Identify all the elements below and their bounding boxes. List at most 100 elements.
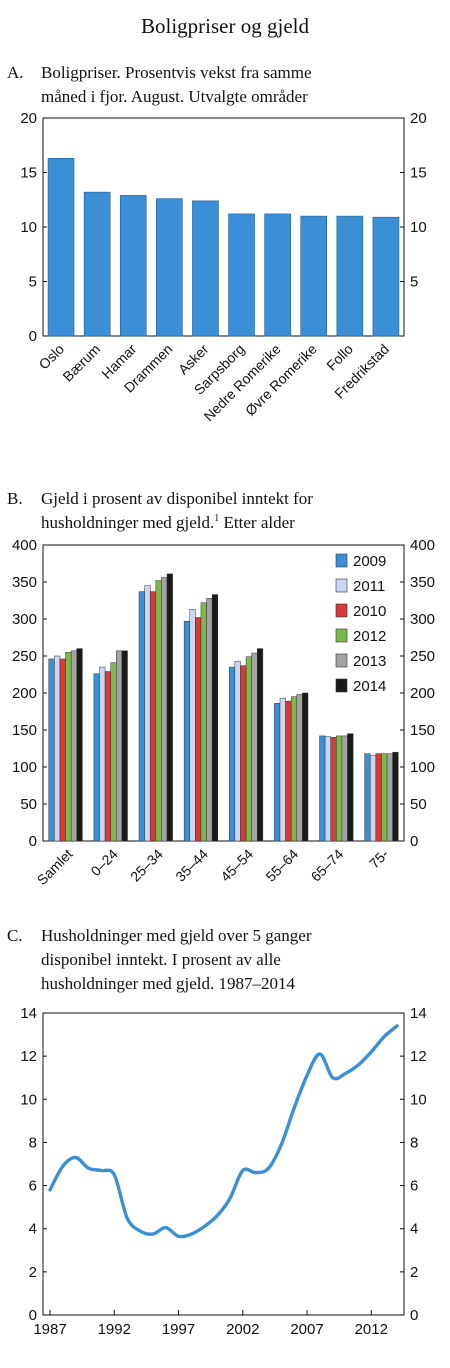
chart-b-legend-swatch xyxy=(335,653,348,668)
chart-b-bar-2012 xyxy=(200,602,207,842)
chart-b-bar-2014 xyxy=(257,648,264,842)
chart-b-bar-2011 xyxy=(369,754,377,842)
chart-b-left-tick-label: 0 xyxy=(29,833,37,850)
chart-a-left-tick-label: 15 xyxy=(20,165,37,182)
chart-b-plot: 0 50 100 150 200 250 300 350 400 0 50 100 150 200 250 3… xyxy=(12,537,435,888)
chart-a-bar xyxy=(47,158,75,337)
chart-b-title-line1: Gjeld i prosent av disponibel inntekt fo… xyxy=(41,489,313,508)
chart-a-bar xyxy=(336,215,364,337)
chart-b-right-tick-label: 400 xyxy=(410,537,435,554)
chart-b-bar-2013 xyxy=(341,735,348,842)
chart-c-x-tick-label: 2012 xyxy=(355,1321,388,1338)
chart-b-bar-2012 xyxy=(290,696,298,842)
chart-c-right-tick-label: 0 xyxy=(410,1307,418,1324)
chart-c-left-tick-label: 4 xyxy=(29,1221,37,1238)
chart-b-bar-2011 xyxy=(189,609,196,842)
chart-b-bar-2009 xyxy=(48,658,55,842)
chart-a-house-prices: A. Boligpriser. Prosentvis vekst fra sam… xyxy=(7,63,427,424)
chart-a-bar xyxy=(119,195,147,337)
chart-b-right-tick-label: 50 xyxy=(410,796,427,813)
chart-b-legend-swatch xyxy=(335,628,348,643)
chart-b-category-label: 55–64 xyxy=(262,846,301,885)
chart-a-right-tick-label: 10 xyxy=(410,219,427,236)
chart-c-letter: C. xyxy=(7,926,23,945)
chart-b-bar-2010 xyxy=(59,658,66,842)
chart-b-bar-2011 xyxy=(279,697,286,842)
chart-c-left-tick-label: 10 xyxy=(20,1091,37,1108)
chart-b-bar-2010 xyxy=(195,617,202,842)
chart-b-bar-2014 xyxy=(302,692,309,842)
chart-c-right-tick-label: 6 xyxy=(410,1178,418,1195)
chart-b-bar-2009 xyxy=(274,703,281,842)
chart-b-footnote-mark: 1 xyxy=(214,513,219,524)
chart-b-bar-2014 xyxy=(211,594,218,842)
chart-a-right-tick-label: 20 xyxy=(410,110,427,127)
chart-c-title-line3: husholdninger med gjeld. 1987–2014 xyxy=(41,974,296,993)
chart-b-category-label: 0–24 xyxy=(87,846,120,879)
chart-b-bar-2009 xyxy=(93,673,100,842)
chart-b-category-label: 35–44 xyxy=(172,846,211,885)
chart-b-bar-2014 xyxy=(166,573,173,842)
chart-b-legend-label: 2014 xyxy=(353,678,386,695)
chart-b-legend-swatch xyxy=(335,553,348,568)
chart-b-category-label: 25–34 xyxy=(127,846,166,885)
chart-b-legend-label: 2013 xyxy=(353,653,386,670)
chart-b-bar-2014 xyxy=(347,733,354,842)
chart-c-x-tick-label: 1987 xyxy=(33,1321,66,1338)
chart-c-title-line2: disponibel inntekt. I prosent av alle xyxy=(41,950,281,969)
chart-b-bar-2011 xyxy=(234,660,241,842)
chart-a-right-tick-label: 15 xyxy=(410,165,427,182)
chart-c-title-line1: Husholdninger med gjeld over 5 ganger xyxy=(41,926,312,945)
chart-b-bar-2012 xyxy=(336,735,343,842)
chart-b-bar-2013 xyxy=(251,652,258,842)
chart-b-category-label: 65–74 xyxy=(308,846,347,885)
chart-b-bar-2012 xyxy=(245,656,252,842)
chart-b-legend-swatch xyxy=(335,603,348,618)
chart-a-category-label: Bærum xyxy=(59,341,103,385)
chart-b-debt-by-age: B. Gjeld i prosent av disponibel inntekt… xyxy=(7,489,435,888)
chart-b-bar-2012 xyxy=(65,652,72,842)
chart-b-right-tick-label: 300 xyxy=(410,611,435,628)
chart-b-bar-2009 xyxy=(229,666,236,842)
chart-b-bar-2010 xyxy=(375,753,382,842)
chart-b-left-tick-label: 250 xyxy=(12,648,37,665)
chart-a-title-line1: Boligpriser. Prosentvis vekst fra samme xyxy=(41,63,312,82)
chart-a-left-tick-label: 20 xyxy=(20,110,37,127)
chart-b-legend-swatch xyxy=(335,678,348,693)
chart-b-bar-2009 xyxy=(183,620,190,842)
chart-b-title-line2-suffix: Etter alder xyxy=(219,513,295,532)
chart-b-bar-2009 xyxy=(364,753,371,842)
chart-c-high-debt-households: C. Husholdninger med gjeld over 5 ganger… xyxy=(7,926,427,1338)
chart-b-bar-2013 xyxy=(206,598,213,842)
chart-b-right-tick-label: 100 xyxy=(410,759,435,776)
chart-b-left-tick-label: 400 xyxy=(12,537,37,554)
chart-b-category-label: 75- xyxy=(366,846,392,872)
chart-a-category-label: Oslo xyxy=(35,341,67,373)
chart-a-bar xyxy=(228,213,255,337)
chart-b-bar-2011 xyxy=(324,736,331,842)
chart-c-right-tick-label: 12 xyxy=(410,1048,427,1065)
chart-b-right-tick-label: 0 xyxy=(410,833,418,850)
chart-b-legend-label: 2011 xyxy=(353,578,385,595)
chart-a-bar xyxy=(372,216,400,337)
chart-b-bar-2010 xyxy=(330,737,337,842)
chart-b-legend-label: 2012 xyxy=(353,628,386,645)
chart-b-bar-2010 xyxy=(104,671,111,842)
chart-c-left-tick-label: 2 xyxy=(29,1264,37,1281)
chart-b-bar-2011 xyxy=(144,585,151,842)
chart-c-left-tick-label: 14 xyxy=(20,1005,37,1022)
chart-b-left-tick-label: 350 xyxy=(12,574,37,591)
chart-b-left-tick-label: 150 xyxy=(12,722,37,739)
chart-a-bar xyxy=(83,191,111,337)
chart-b-title-line2: husholdninger med gjeld.1 Etter alder xyxy=(41,513,295,532)
chart-b-bar-2013 xyxy=(161,577,168,842)
chart-c-frame xyxy=(42,1012,405,1316)
chart-b-category-label: Samlet xyxy=(34,846,76,888)
chart-c-left-tick-label: 0 xyxy=(29,1307,37,1324)
chart-b-bar-2012 xyxy=(155,580,162,842)
chart-a-letter: A. xyxy=(7,63,24,82)
chart-a-left-tick-label: 10 xyxy=(20,219,37,236)
chart-c-left-tick-label: 6 xyxy=(29,1178,37,1195)
chart-b-bar-2013 xyxy=(116,650,123,842)
